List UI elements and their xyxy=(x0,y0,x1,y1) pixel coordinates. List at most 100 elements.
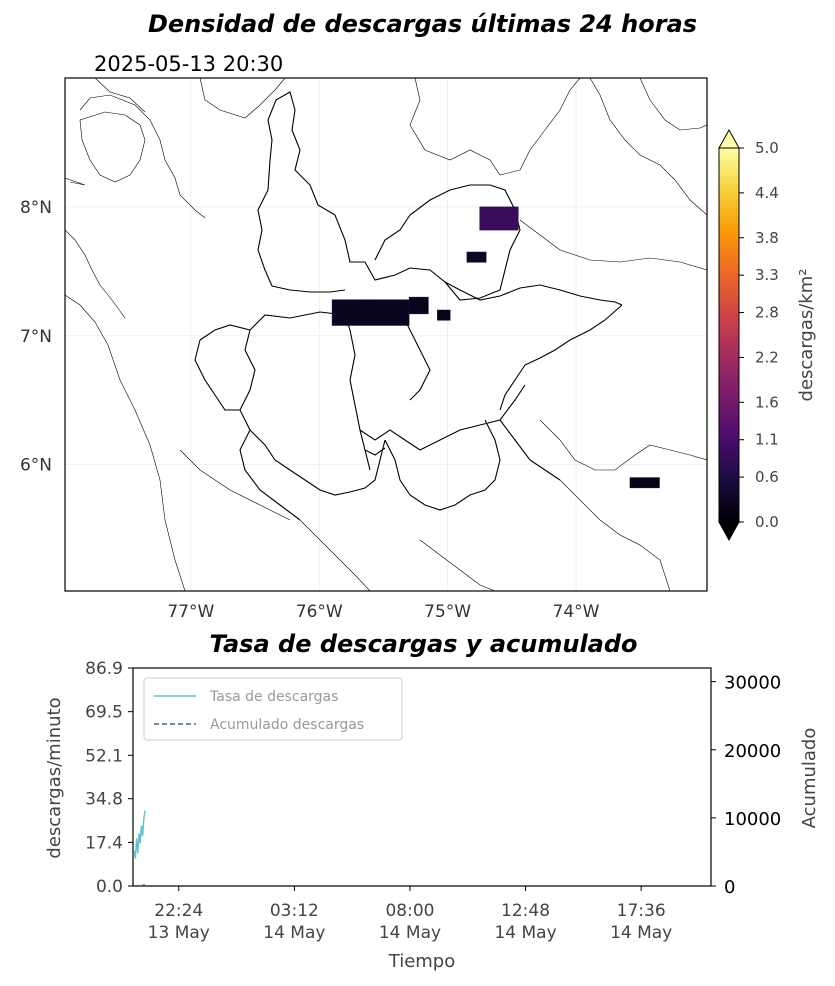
region-border-e-2 xyxy=(519,219,707,271)
colorbar-tick-label: 1.6 xyxy=(755,393,779,411)
time-x-tick-label: 22:24 xyxy=(154,901,203,921)
time-x-axis-label: Tiempo xyxy=(388,951,456,972)
department-border-se xyxy=(499,419,561,481)
rate-y-tick-label: 69.5 xyxy=(85,703,123,723)
region-border-nw xyxy=(94,78,146,113)
map-lon-tick-label: 75°W xyxy=(424,602,471,622)
colorbar-tick-label: 0.6 xyxy=(755,468,779,486)
region-border-s xyxy=(299,519,371,591)
map-lon-tick-label: 76°W xyxy=(296,602,343,622)
colorbar-extend-max xyxy=(718,128,740,149)
time-x-tick-label: 14 May xyxy=(263,923,325,943)
map-lon-tick-label: 77°W xyxy=(167,602,214,622)
density-cell xyxy=(629,477,660,489)
cumulative-y-tick-label: 10000 xyxy=(724,809,781,830)
rate-y-tick-label: 86.9 xyxy=(85,659,123,679)
cumulative-y-axis-label: Acumulado xyxy=(799,728,820,829)
department-border-east xyxy=(499,304,623,411)
density-cell xyxy=(331,299,410,326)
colorbar-tick-label: 5.0 xyxy=(755,139,779,157)
cumulative-series-line xyxy=(134,884,146,886)
lightning-density-cells xyxy=(331,206,660,489)
rate-series-line xyxy=(133,810,146,859)
time-x-tick-label: 14 May xyxy=(610,923,672,943)
rate-chart-series xyxy=(133,810,146,886)
map-latitude-ticks: 6°N 7°N 8°N xyxy=(20,198,52,476)
cumulative-y-tick-label: 0 xyxy=(724,877,735,898)
map-lat-tick-label: 8°N xyxy=(20,198,52,218)
cumulative-y-ticks: 0 10000 20000 30000 xyxy=(711,673,781,898)
colorbar-tick-label: 3.8 xyxy=(755,229,779,247)
department-border-center xyxy=(249,311,526,451)
rate-y-ticks: 0.0 17.4 34.8 52.1 69.5 86.9 xyxy=(85,659,133,897)
department-border-south-2 xyxy=(359,429,386,471)
time-x-tick-label: 14 May xyxy=(494,923,556,943)
time-x-tick-label: 03:12 xyxy=(270,901,319,921)
colorbar-tick-label: 4.4 xyxy=(755,184,779,202)
region-border-se xyxy=(539,419,707,471)
map-panel: 77°W 76°W 75°W 74°W 6°N 7°N 8°N xyxy=(20,77,708,622)
department-line-north xyxy=(271,285,346,293)
colorbar: 0.0 0.6 1.1 1.6 2.2 2.8 3.3 3.8 4.4 5.0 descargas… xyxy=(718,128,817,542)
department-border-west-2 xyxy=(194,324,251,411)
coastline-north-2 xyxy=(79,111,146,183)
legend-label-rate: Tasa de descargas xyxy=(209,689,338,705)
time-x-tick-label: 08:00 xyxy=(385,901,434,921)
country-border xyxy=(65,294,186,591)
map-background xyxy=(65,78,707,591)
coastline-north xyxy=(79,94,206,219)
map-frame xyxy=(64,77,708,592)
map-lat-tick-label: 6°N xyxy=(20,456,52,476)
colorbar-tick-label: 1.1 xyxy=(755,431,779,449)
map-gridlines xyxy=(65,78,707,591)
colorbar-tick-label: 0.0 xyxy=(755,513,779,531)
region-border-n xyxy=(199,78,286,119)
department-border-south xyxy=(384,419,501,511)
time-x-tick-label: 13 May xyxy=(148,923,210,943)
time-x-tick-label: 14 May xyxy=(379,923,441,943)
region-border-e xyxy=(639,78,707,131)
map-lon-tick-label: 74°W xyxy=(553,602,600,622)
density-cell xyxy=(466,251,487,263)
map-title: Densidad de descargas últimas 24 horas xyxy=(147,10,698,38)
map-lat-tick-label: 7°N xyxy=(20,327,52,347)
map-longitude-ticks: 77°W 76°W 75°W 74°W xyxy=(167,602,599,622)
rate-y-axis-label: descargas/minuto xyxy=(44,697,65,858)
colorbar-bar xyxy=(718,147,740,523)
cumulative-y-tick-label: 20000 xyxy=(724,741,781,762)
region-border-ne xyxy=(409,78,581,176)
rate-y-tick-label: 52.1 xyxy=(85,746,123,766)
time-x-tick-label: 12:48 xyxy=(501,901,550,921)
time-x-tick-label: 17:36 xyxy=(617,901,666,921)
department-border-inner xyxy=(374,184,521,301)
colorbar-tick-label: 2.2 xyxy=(755,348,779,366)
density-cell xyxy=(479,206,519,231)
region-border-ne-2 xyxy=(589,78,707,216)
rate-y-tick-label: 17.4 xyxy=(85,833,123,853)
colorbar-extend-min xyxy=(718,521,740,542)
colorbar-tick-label: 3.3 xyxy=(755,266,779,284)
colorbar-ticks: 0.0 0.6 1.1 1.6 2.2 2.8 3.3 3.8 4.4 5.0 xyxy=(739,139,779,531)
department-border-sw-2 xyxy=(239,429,301,521)
coastline xyxy=(65,229,126,319)
region-border-sw xyxy=(179,449,291,521)
rate-y-tick-label: 34.8 xyxy=(85,790,123,810)
rate-y-tick-label: 0.0 xyxy=(96,877,123,897)
colorbar-tick-label: 2.8 xyxy=(755,304,779,322)
rate-chart-legend: Tasa de descargas Acumulado descargas xyxy=(143,677,403,741)
rate-chart: 0.0 17.4 34.8 52.1 69.5 86.9 0 10000 20000 30000… xyxy=(44,659,820,972)
legend-label-cumulative: Acumulado descargas xyxy=(210,717,364,733)
department-border-main xyxy=(257,91,623,306)
legend-box xyxy=(143,677,403,741)
cumulative-y-tick-label: 30000 xyxy=(724,673,781,694)
map-timestamp: 2025-05-13 20:30 xyxy=(94,52,284,76)
region-border-se-2 xyxy=(559,479,671,591)
region-border-west xyxy=(65,177,86,186)
department-border-west xyxy=(239,329,386,496)
map-boundaries xyxy=(65,78,707,591)
density-cell xyxy=(437,309,451,321)
region-border-s-2 xyxy=(419,539,496,591)
rate-chart-title: Tasa de descargas y acumulado xyxy=(209,630,638,658)
